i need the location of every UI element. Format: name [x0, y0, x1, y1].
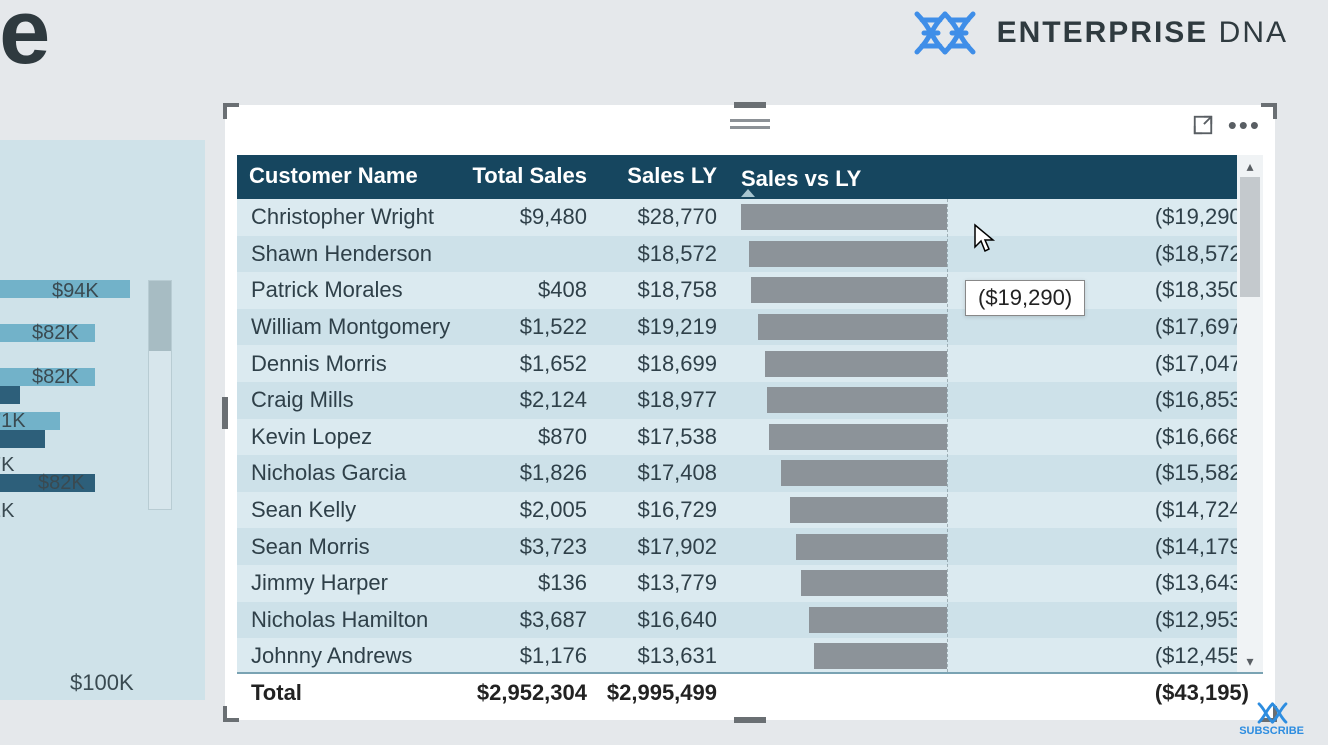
table-cell-databar: ($15,582) [729, 460, 1263, 486]
table-cell: $2,124 [459, 387, 599, 413]
table-row[interactable]: Shawn Henderson $18,572($18,572) [237, 236, 1263, 273]
background-x-axis-label: $100K [70, 670, 134, 696]
table-cell-databar: ($14,179) [729, 534, 1263, 560]
table-cell: $1,652 [459, 351, 599, 377]
column-header[interactable]: Sales LY [599, 155, 729, 199]
subscribe-label: SUBSCRIBE [1239, 725, 1304, 737]
table-container: Customer NameTotal SalesSales LYSales vs… [237, 155, 1263, 712]
table-cell: $136 [459, 570, 599, 596]
table-cell: $870 [459, 424, 599, 450]
selection-handle[interactable] [222, 397, 228, 429]
table-cell: $13,779 [599, 570, 729, 596]
table-cell-databar: ($16,668) [729, 424, 1263, 450]
table-row[interactable]: Johnny Andrews$1,176$13,631($12,455) [237, 638, 1263, 672]
scroll-up-icon[interactable]: ▴ [1237, 155, 1263, 177]
table-cell: Sean Morris [237, 534, 459, 560]
table-cell: $1,522 [459, 314, 599, 340]
table-cell: $17,408 [599, 460, 729, 486]
table-cell: $17,902 [599, 534, 729, 560]
table-cell: $2,005 [459, 497, 599, 523]
table-row[interactable]: Nicholas Hamilton$3,687$16,640($12,953) [237, 602, 1263, 639]
table-row[interactable]: Kevin Lopez$870$17,538($16,668) [237, 419, 1263, 456]
table-cell: $19,219 [599, 314, 729, 340]
table-cell: Christopher Wright [237, 204, 459, 230]
table-cell: Sean Kelly [237, 497, 459, 523]
brand-text: ENTERPRISE DNA [997, 16, 1288, 50]
table-cell: $28,770 [599, 204, 729, 230]
total-cell: Total [237, 680, 459, 706]
table-cell: $9,480 [459, 204, 599, 230]
scroll-thumb[interactable] [1240, 177, 1260, 297]
table-row[interactable]: Craig Mills$2,124$18,977($16,853) [237, 382, 1263, 419]
table-cell: $17,538 [599, 424, 729, 450]
table-cell: $18,758 [599, 277, 729, 303]
table-row[interactable]: Christopher Wright$9,480$28,770($19,290) [237, 199, 1263, 236]
table-row[interactable]: Sean Morris$3,723$17,902($14,179) [237, 528, 1263, 565]
table-cell: Jimmy Harper [237, 570, 459, 596]
table-row[interactable]: Sean Kelly$2,005$16,729($14,724) [237, 492, 1263, 529]
column-header[interactable]: Total Sales [459, 155, 599, 199]
column-header[interactable]: Sales vs LY [729, 155, 1263, 199]
table-visual[interactable]: ••• Customer NameTotal SalesSales LYSale… [225, 105, 1275, 720]
table-cell: Johnny Andrews [237, 643, 459, 669]
table-cell: $18,699 [599, 351, 729, 377]
table-cell: $18,572 [599, 241, 729, 267]
table-cell: Nicholas Hamilton [237, 607, 459, 633]
table-scrollbar[interactable]: ▴ ▾ [1237, 155, 1263, 672]
dna-icon [1255, 701, 1289, 725]
background-bar-chart: $94K$82K$82K71K7K$82K1K [0, 280, 160, 544]
subscribe-badge[interactable]: SUBSCRIBE [1239, 701, 1304, 737]
table-cell-databar: ($12,455) [729, 643, 1263, 669]
table-cell-databar: ($17,047) [729, 351, 1263, 377]
table-cell: Craig Mills [237, 387, 459, 413]
table-cell-databar: ($16,853) [729, 387, 1263, 413]
table-cell: $13,631 [599, 643, 729, 669]
table-cell: $18,977 [599, 387, 729, 413]
table-row[interactable]: William Montgomery$1,522$19,219($17,697) [237, 309, 1263, 346]
table-cell: $3,687 [459, 607, 599, 633]
table-row[interactable]: Jimmy Harper$136$13,779($13,643) [237, 565, 1263, 602]
more-options-icon[interactable]: ••• [1228, 120, 1261, 130]
table-row[interactable]: Nicholas Garcia$1,826$17,408($15,582) [237, 455, 1263, 492]
dna-icon [909, 8, 979, 58]
brand-logo: ENTERPRISE DNA [909, 8, 1288, 58]
table-row[interactable]: Dennis Morris$1,652$18,699($17,047) [237, 345, 1263, 382]
focus-mode-icon[interactable] [1192, 114, 1214, 136]
scroll-down-icon[interactable]: ▾ [1237, 650, 1263, 672]
table-cell: Patrick Morales [237, 277, 459, 303]
table-row[interactable]: Patrick Morales$408$18,758($18,350) [237, 272, 1263, 309]
table-body[interactable]: Christopher Wright$9,480$28,770($19,290)… [237, 199, 1263, 672]
table-cell: $408 [459, 277, 599, 303]
selection-handle[interactable] [734, 717, 766, 723]
tooltip: ($19,290) [965, 280, 1085, 316]
total-cell: ($43,195) [729, 680, 1263, 706]
total-cell: $2,995,499 [599, 680, 729, 706]
table-cell: $16,640 [599, 607, 729, 633]
table-cell-databar: ($17,697) [729, 314, 1263, 340]
table-total-row: Total$2,952,304$2,995,499($43,195) [237, 672, 1263, 712]
table-cell: $1,826 [459, 460, 599, 486]
table-cell-databar: ($12,953) [729, 607, 1263, 633]
table-cell: $3,723 [459, 534, 599, 560]
total-cell: $2,952,304 [459, 680, 599, 706]
table-cell: Nicholas Garcia [237, 460, 459, 486]
drag-grip-icon[interactable] [730, 119, 770, 129]
visual-header: ••• [225, 105, 1275, 145]
table-header-row[interactable]: Customer NameTotal SalesSales LYSales vs… [237, 155, 1263, 199]
table-cell-databar: ($19,290) [729, 204, 1263, 230]
table-cell: Dennis Morris [237, 351, 459, 377]
table-cell: Kevin Lopez [237, 424, 459, 450]
page-title-fragment: ce [0, 0, 48, 85]
table-cell-databar: ($13,643) [729, 570, 1263, 596]
table-cell: William Montgomery [237, 314, 459, 340]
table-cell: $16,729 [599, 497, 729, 523]
table-cell-databar: ($14,724) [729, 497, 1263, 523]
table-cell-databar: ($18,572) [729, 241, 1263, 267]
background-scrollbar[interactable] [148, 280, 172, 510]
column-header[interactable]: Customer Name [237, 155, 459, 199]
table-cell: Shawn Henderson [237, 241, 459, 267]
table-cell: $1,176 [459, 643, 599, 669]
